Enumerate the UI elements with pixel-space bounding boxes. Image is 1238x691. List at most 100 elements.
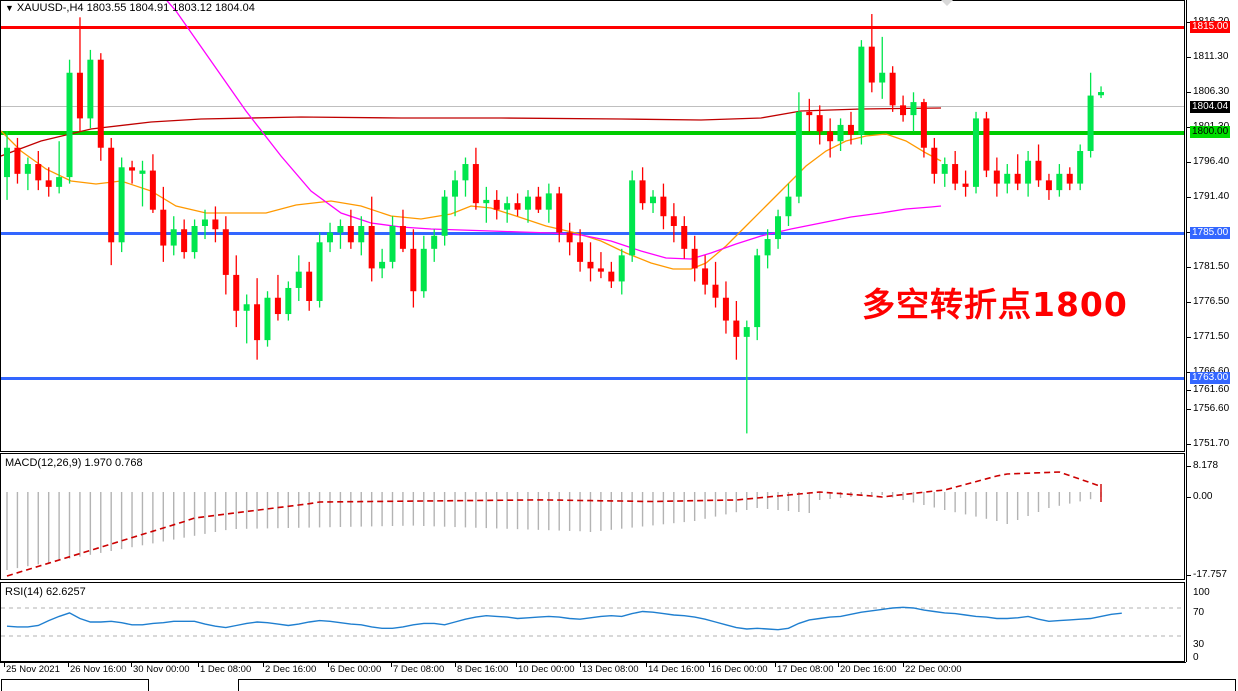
macd-histogram-bar bbox=[558, 492, 560, 531]
macd-histogram-bar bbox=[881, 492, 883, 495]
axis-spine bbox=[1186, 0, 1187, 662]
time-axis-label: 8 Dec 16:00 bbox=[457, 664, 509, 675]
candlestick bbox=[399, 209, 406, 253]
macd-histogram-bar bbox=[1058, 492, 1061, 506]
price-chart-panel[interactable] bbox=[0, 0, 1185, 452]
macd-panel[interactable] bbox=[0, 453, 1185, 580]
bottom-window-chrome bbox=[0, 677, 1238, 691]
rsi-panel[interactable] bbox=[0, 582, 1185, 662]
macd-histogram-bar bbox=[318, 492, 321, 528]
price-tick bbox=[1186, 390, 1191, 391]
candlestick bbox=[556, 186, 563, 243]
candlestick bbox=[264, 291, 271, 347]
macd-histogram-bar bbox=[766, 492, 769, 509]
macd-histogram-bar bbox=[902, 492, 904, 500]
candlestick bbox=[347, 209, 354, 249]
macd-histogram-bar bbox=[141, 492, 144, 546]
candlestick bbox=[56, 141, 63, 194]
macd-histogram-bar bbox=[1016, 492, 1019, 520]
macd-histogram-bar bbox=[818, 492, 821, 500]
price-tick bbox=[1186, 22, 1191, 23]
time-scale-axis[interactable]: 25 Nov 2021 26 Nov 16:00 30 Nov 00:00 1 Dec… bbox=[0, 662, 1186, 676]
macd-histogram-bar bbox=[610, 492, 612, 530]
time-tick bbox=[4, 663, 5, 667]
chrome-tab-left[interactable] bbox=[1, 679, 149, 691]
candlestick bbox=[962, 170, 969, 197]
macd-histogram-bar bbox=[152, 492, 154, 544]
macd-histogram-bar bbox=[1079, 492, 1081, 502]
macd-histogram-bar bbox=[485, 492, 487, 529]
macd-histogram-bar bbox=[725, 492, 727, 515]
time-axis-label: 25 Nov 2021 bbox=[6, 664, 60, 675]
time-axis-label: 20 Dec 16:00 bbox=[840, 664, 897, 675]
chart-annotation-text: 多空转折点1800 bbox=[862, 285, 1128, 324]
candlestick bbox=[326, 222, 333, 253]
rsi-axis-label: 0 bbox=[1193, 652, 1199, 663]
candlestick bbox=[295, 255, 302, 301]
candlestick bbox=[785, 183, 792, 226]
candlestick bbox=[1077, 144, 1084, 191]
candlestick bbox=[420, 235, 427, 298]
candlestick bbox=[660, 183, 667, 230]
candlestick bbox=[24, 157, 31, 191]
candlestick bbox=[1087, 72, 1094, 158]
macd-histogram-bar bbox=[871, 492, 873, 495]
macd-histogram-bar bbox=[245, 492, 248, 529]
candlestick bbox=[389, 216, 396, 269]
price-axis-label: 1771.50 bbox=[1193, 331, 1230, 342]
price-axis-chip[interactable]: 1804.04 bbox=[1190, 101, 1231, 113]
price-tick bbox=[1186, 444, 1191, 445]
macd-histogram-bar bbox=[193, 492, 196, 536]
macd-histogram-bar bbox=[266, 492, 269, 529]
candlestick bbox=[754, 248, 761, 341]
macd-histogram-bar bbox=[537, 492, 540, 530]
time-axis-label: 1 Dec 08:00 bbox=[200, 664, 252, 675]
candlestick bbox=[254, 278, 261, 360]
macd-histogram-bar bbox=[173, 492, 175, 540]
candlestick bbox=[837, 118, 844, 151]
macd-histogram-bar bbox=[704, 492, 706, 519]
chevron-down-icon[interactable]: ▼ bbox=[5, 3, 14, 13]
macd-histogram-bar bbox=[277, 492, 279, 529]
chrome-tab-right[interactable] bbox=[238, 679, 1236, 691]
time-axis-label: 2 Dec 16:00 bbox=[265, 664, 317, 675]
candlestick bbox=[118, 157, 125, 253]
time-axis-label: 16 Dec 00:00 bbox=[711, 664, 768, 675]
macd-histogram-bar bbox=[777, 492, 779, 510]
candlestick bbox=[45, 167, 52, 197]
price-axis-chip[interactable]: 1800.00 bbox=[1190, 126, 1231, 138]
macd-title: MACD(12,26,9) 1.970 0.768 bbox=[5, 457, 143, 469]
price-axis-chip[interactable]: 1785.00 bbox=[1190, 227, 1231, 239]
candlestick bbox=[764, 229, 771, 269]
candlestick bbox=[35, 151, 42, 191]
candlestick bbox=[462, 157, 469, 197]
price-tick bbox=[1186, 409, 1191, 410]
candlestick bbox=[587, 242, 594, 282]
candlestick bbox=[920, 98, 927, 158]
candlestick bbox=[597, 252, 604, 279]
macd-histogram-bar bbox=[433, 492, 435, 527]
price-scale-axis[interactable]: 1816.201811.301806.301801.301796.401791.… bbox=[1186, 0, 1238, 663]
macd-histogram-bar bbox=[1089, 492, 1092, 500]
price-tick bbox=[1186, 372, 1191, 373]
price-axis-chip[interactable]: 1815.00 bbox=[1190, 21, 1231, 33]
price-axis-chip[interactable]: 1763.00 bbox=[1190, 372, 1231, 384]
macd-axis-label: 0.00 bbox=[1193, 491, 1213, 502]
candlestick bbox=[181, 219, 188, 259]
macd-histogram-bar bbox=[891, 492, 894, 498]
price-axis-label: 1766.60 bbox=[1193, 367, 1229, 377]
candlestick bbox=[879, 36, 886, 99]
scrollbar-thumb-fragment[interactable] bbox=[941, 0, 953, 6]
macd-tick bbox=[1186, 575, 1191, 576]
macd-histogram-bar bbox=[27, 492, 29, 567]
candlestick bbox=[858, 40, 865, 145]
macd-histogram-bar bbox=[860, 492, 863, 496]
rsi-plot-svg bbox=[1, 606, 1184, 637]
candlestick bbox=[577, 229, 584, 272]
candlestick bbox=[691, 235, 698, 282]
macd-histogram-bar bbox=[464, 492, 467, 528]
macd-histogram-bar bbox=[923, 492, 925, 505]
candlestick bbox=[1035, 144, 1042, 187]
macd-histogram-bar bbox=[568, 492, 571, 531]
macd-histogram-bar bbox=[89, 492, 92, 555]
